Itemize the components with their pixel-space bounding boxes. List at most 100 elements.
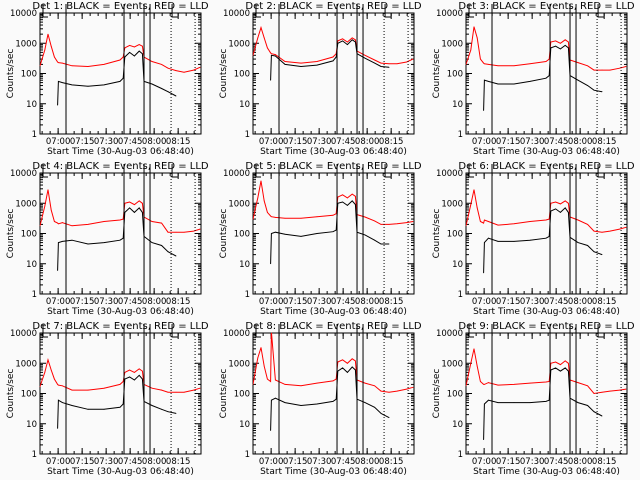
events-series-line-point xyxy=(601,91,603,93)
lld-series-line-point xyxy=(271,53,272,55)
events-series-line-point xyxy=(62,82,63,84)
lld-series-line-point xyxy=(465,385,467,387)
lld-series-line-point xyxy=(470,204,472,206)
x-tick-label: 07:45 xyxy=(118,137,143,147)
y-tick-label: 100 xyxy=(234,70,250,80)
x-tick-label: 07:00 xyxy=(259,137,284,147)
x-tick-label: 07:15 xyxy=(283,457,308,467)
bracket-mark xyxy=(384,4,392,18)
lld-series-line-point xyxy=(257,357,259,359)
events-series-line-point xyxy=(545,77,547,79)
lld-series-line-point xyxy=(138,44,140,46)
events-series-line-point xyxy=(587,245,589,246)
events-series-line-point xyxy=(87,85,89,87)
events-series-line-point xyxy=(271,399,272,401)
lld-series-line-point xyxy=(374,220,376,222)
events-series-line-point xyxy=(364,234,366,236)
events-series-line-point xyxy=(568,211,569,213)
x-tick-label: 07:00 xyxy=(259,297,284,307)
lld-series-line-point xyxy=(480,58,481,60)
lld-series-line-point xyxy=(44,371,46,373)
x-tick-label: 08:15 xyxy=(592,457,617,467)
events-series-line-point xyxy=(151,242,153,244)
lld-series-line-point xyxy=(488,63,489,65)
events-series-line xyxy=(270,366,390,431)
events-series-line-point xyxy=(167,251,169,253)
lld-series-line-point xyxy=(625,226,627,228)
events-series-line-point xyxy=(71,84,73,86)
lld-series-line-point xyxy=(529,63,531,65)
events-series-line-point xyxy=(351,200,353,202)
y-tick-label: 1 xyxy=(32,130,37,140)
lld-series-line-point xyxy=(175,70,177,71)
lld-series-line-point xyxy=(142,202,143,204)
events-series-line-point xyxy=(337,42,339,44)
y-tick-label: 1 xyxy=(245,450,250,460)
x-tick-label: 07:15 xyxy=(496,137,521,147)
lld-series-line-point xyxy=(284,61,286,62)
bracket-mark xyxy=(468,324,474,338)
lld-series-line-point xyxy=(316,216,318,218)
lld-series-line-point xyxy=(476,37,478,39)
x-axis-label: Start Time (30-Aug-03 06:48:40) xyxy=(260,147,407,157)
events-series-line-point xyxy=(342,40,344,42)
events-series-line-point xyxy=(275,55,276,57)
events-series-line-point xyxy=(167,411,169,413)
lld-series-line-point xyxy=(406,61,408,63)
lld-series-line-point xyxy=(167,231,169,233)
events-series-line-point xyxy=(275,397,276,399)
lld-series-line-point xyxy=(62,62,63,64)
events-series-line-point xyxy=(593,251,595,253)
y-axis-label: Counts/sec xyxy=(219,209,229,259)
y-tick-label: 1 xyxy=(458,290,463,300)
lld-series-line-point xyxy=(58,223,59,225)
events-series-line-point xyxy=(275,231,276,233)
lld-series-line-point xyxy=(497,384,499,386)
lld-series-line-point xyxy=(529,221,531,222)
events-series-line-point xyxy=(355,41,356,43)
panel-det-3: Det 3: BLACK = Events, RED = LLD10000100… xyxy=(432,1,635,157)
lld-series-line-point xyxy=(47,33,49,35)
plot-frame xyxy=(465,172,628,295)
x-tick-label: 08:00 xyxy=(355,137,380,147)
lld-series-line-point xyxy=(103,221,105,222)
lld-series-line-point xyxy=(577,219,579,221)
lld-series-line-point xyxy=(619,67,621,69)
lld-series-line-point xyxy=(124,202,126,204)
lld-series-line-point xyxy=(270,381,272,382)
x-tick-label: 08:15 xyxy=(166,297,191,307)
bracket-mark xyxy=(171,4,179,18)
events-series-line-point xyxy=(388,66,390,68)
events-series-line xyxy=(483,367,603,440)
lld-series-line-point xyxy=(351,193,353,195)
panel-det-9: Det 9: BLACK = Events, RED = LLD10000100… xyxy=(432,321,635,477)
lld-series-line-point xyxy=(335,378,337,380)
lld-series-line-point xyxy=(560,42,561,44)
events-series-line-point xyxy=(161,88,163,89)
lld-series-line-point xyxy=(71,65,73,67)
x-tick-label: 07:15 xyxy=(283,297,308,307)
x-tick-label: 07:00 xyxy=(46,137,71,147)
lld-series-line-point xyxy=(300,385,302,387)
events-series-line-point xyxy=(335,398,337,400)
lld-series-line-point xyxy=(275,217,276,218)
events-series-line-point xyxy=(488,80,489,82)
x-tick-label: 08:00 xyxy=(142,297,167,307)
lld-series-line-point xyxy=(342,38,344,40)
lld-series-line-point xyxy=(87,66,89,67)
lld-series-line-point xyxy=(548,381,550,382)
lld-series-line-point xyxy=(267,378,268,380)
plot-frame xyxy=(252,332,415,455)
x-tick-label: 07:30 xyxy=(94,137,119,147)
lld-series-line-point xyxy=(564,39,566,41)
events-series-line-point xyxy=(488,237,489,239)
y-tick-label: 10 xyxy=(452,100,463,110)
lld-series-line-point xyxy=(593,69,595,71)
x-tick-label: 07:30 xyxy=(94,457,119,467)
lld-series-line-point xyxy=(151,221,153,222)
x-tick-label: 07:30 xyxy=(307,457,332,467)
lld-series-line-point xyxy=(47,189,49,191)
lld-series-line-point xyxy=(476,207,478,209)
y-tick-label: 10000 xyxy=(223,329,250,339)
events-series-line-point xyxy=(129,376,131,378)
